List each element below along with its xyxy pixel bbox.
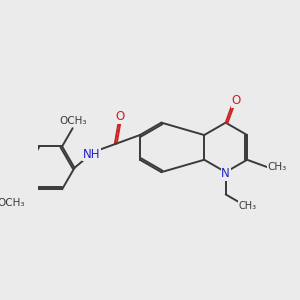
- Text: CH₃: CH₃: [238, 201, 256, 211]
- Text: CH₃: CH₃: [268, 162, 287, 172]
- Text: NH: NH: [82, 148, 100, 160]
- Text: O: O: [232, 94, 241, 107]
- Text: O: O: [116, 110, 125, 123]
- Text: OCH₃: OCH₃: [59, 116, 86, 126]
- Text: OCH₃: OCH₃: [0, 198, 25, 208]
- Text: N: N: [221, 167, 230, 180]
